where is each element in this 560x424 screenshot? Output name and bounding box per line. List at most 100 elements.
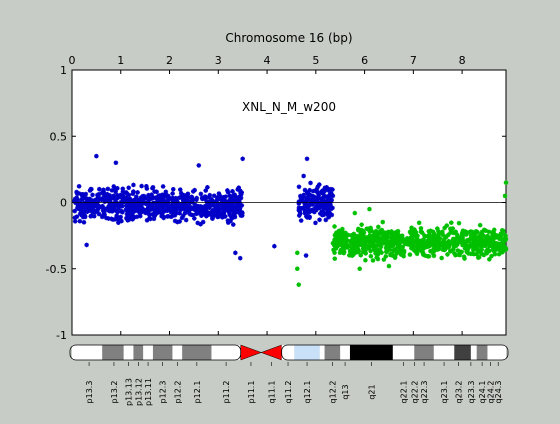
band-label: q24.3	[494, 381, 503, 404]
data-point	[427, 232, 432, 238]
data-point	[482, 243, 488, 249]
data-point	[340, 232, 346, 238]
data-point	[360, 231, 365, 236]
data-point	[113, 208, 119, 214]
data-point	[76, 184, 82, 189]
data-point	[129, 203, 135, 209]
data-point	[106, 216, 111, 221]
data-point	[216, 211, 222, 217]
data-point	[272, 243, 277, 249]
data-point	[84, 242, 89, 248]
data-point	[403, 237, 409, 243]
data-point	[478, 236, 484, 241]
data-point	[469, 234, 474, 240]
data-point	[355, 237, 361, 243]
band-label: q23.2	[455, 381, 464, 404]
data-point	[134, 214, 140, 220]
data-point	[151, 195, 156, 200]
data-point	[297, 211, 303, 216]
data-point	[357, 240, 363, 246]
data-point	[469, 237, 475, 242]
data-point	[112, 202, 117, 208]
data-point	[106, 203, 112, 209]
data-point	[109, 196, 114, 201]
data-point	[93, 201, 99, 206]
data-point	[148, 216, 153, 222]
data-point	[322, 185, 328, 191]
data-point	[172, 212, 178, 218]
data-point	[343, 230, 348, 236]
data-point	[218, 197, 223, 202]
data-point	[325, 208, 330, 214]
data-point	[72, 215, 78, 220]
data-point	[332, 238, 337, 244]
data-point	[296, 213, 302, 218]
data-point	[490, 235, 496, 240]
data-point	[183, 206, 189, 211]
data-point	[183, 209, 189, 214]
data-point	[359, 222, 364, 227]
data-point	[148, 196, 154, 202]
data-point	[411, 229, 417, 235]
data-point	[151, 212, 156, 217]
data-point	[233, 206, 238, 212]
data-point	[464, 237, 470, 243]
data-point	[354, 236, 359, 241]
data-point	[238, 190, 243, 196]
data-point	[215, 195, 220, 201]
data-point	[236, 194, 242, 200]
data-point	[426, 229, 432, 234]
data-point	[368, 225, 373, 231]
data-point	[172, 209, 177, 214]
data-point	[240, 156, 245, 162]
data-point	[239, 213, 245, 218]
data-point	[161, 215, 166, 221]
ideogram-band	[152, 345, 173, 360]
y-tick-label: -1	[56, 329, 67, 342]
data-point	[72, 199, 78, 204]
data-point	[397, 247, 403, 253]
data-point	[88, 202, 94, 207]
x-tick-label: 4	[264, 54, 271, 67]
data-point	[159, 213, 164, 219]
data-point	[109, 188, 115, 193]
data-point	[376, 231, 382, 237]
data-point	[192, 187, 197, 193]
data-point	[130, 217, 135, 222]
data-point	[365, 226, 371, 232]
data-point	[446, 243, 452, 249]
data-point	[463, 240, 469, 246]
data-point	[214, 200, 220, 206]
data-point	[418, 248, 423, 253]
ideogram-band	[349, 345, 393, 360]
data-point	[324, 187, 330, 193]
data-point	[156, 206, 161, 212]
data-point	[96, 191, 102, 197]
data-point	[479, 231, 484, 237]
data-point	[327, 210, 332, 215]
data-point	[225, 218, 231, 223]
data-point	[346, 243, 352, 249]
data-point	[374, 246, 380, 252]
data-point	[168, 209, 174, 215]
data-point	[165, 203, 170, 209]
data-point	[177, 187, 183, 192]
data-point	[124, 203, 129, 208]
data-point	[115, 193, 120, 198]
data-point	[453, 229, 458, 235]
data-point	[218, 194, 223, 199]
data-point	[326, 193, 331, 199]
data-point	[436, 234, 441, 240]
data-point	[387, 239, 393, 245]
data-point	[391, 235, 397, 240]
data-point	[332, 256, 338, 261]
data-point	[306, 197, 312, 203]
data-point	[154, 189, 159, 195]
data-point	[311, 199, 316, 204]
data-point	[418, 226, 424, 231]
data-point	[99, 214, 105, 220]
data-point	[194, 197, 199, 203]
data-point	[192, 216, 197, 221]
data-point	[313, 204, 319, 210]
